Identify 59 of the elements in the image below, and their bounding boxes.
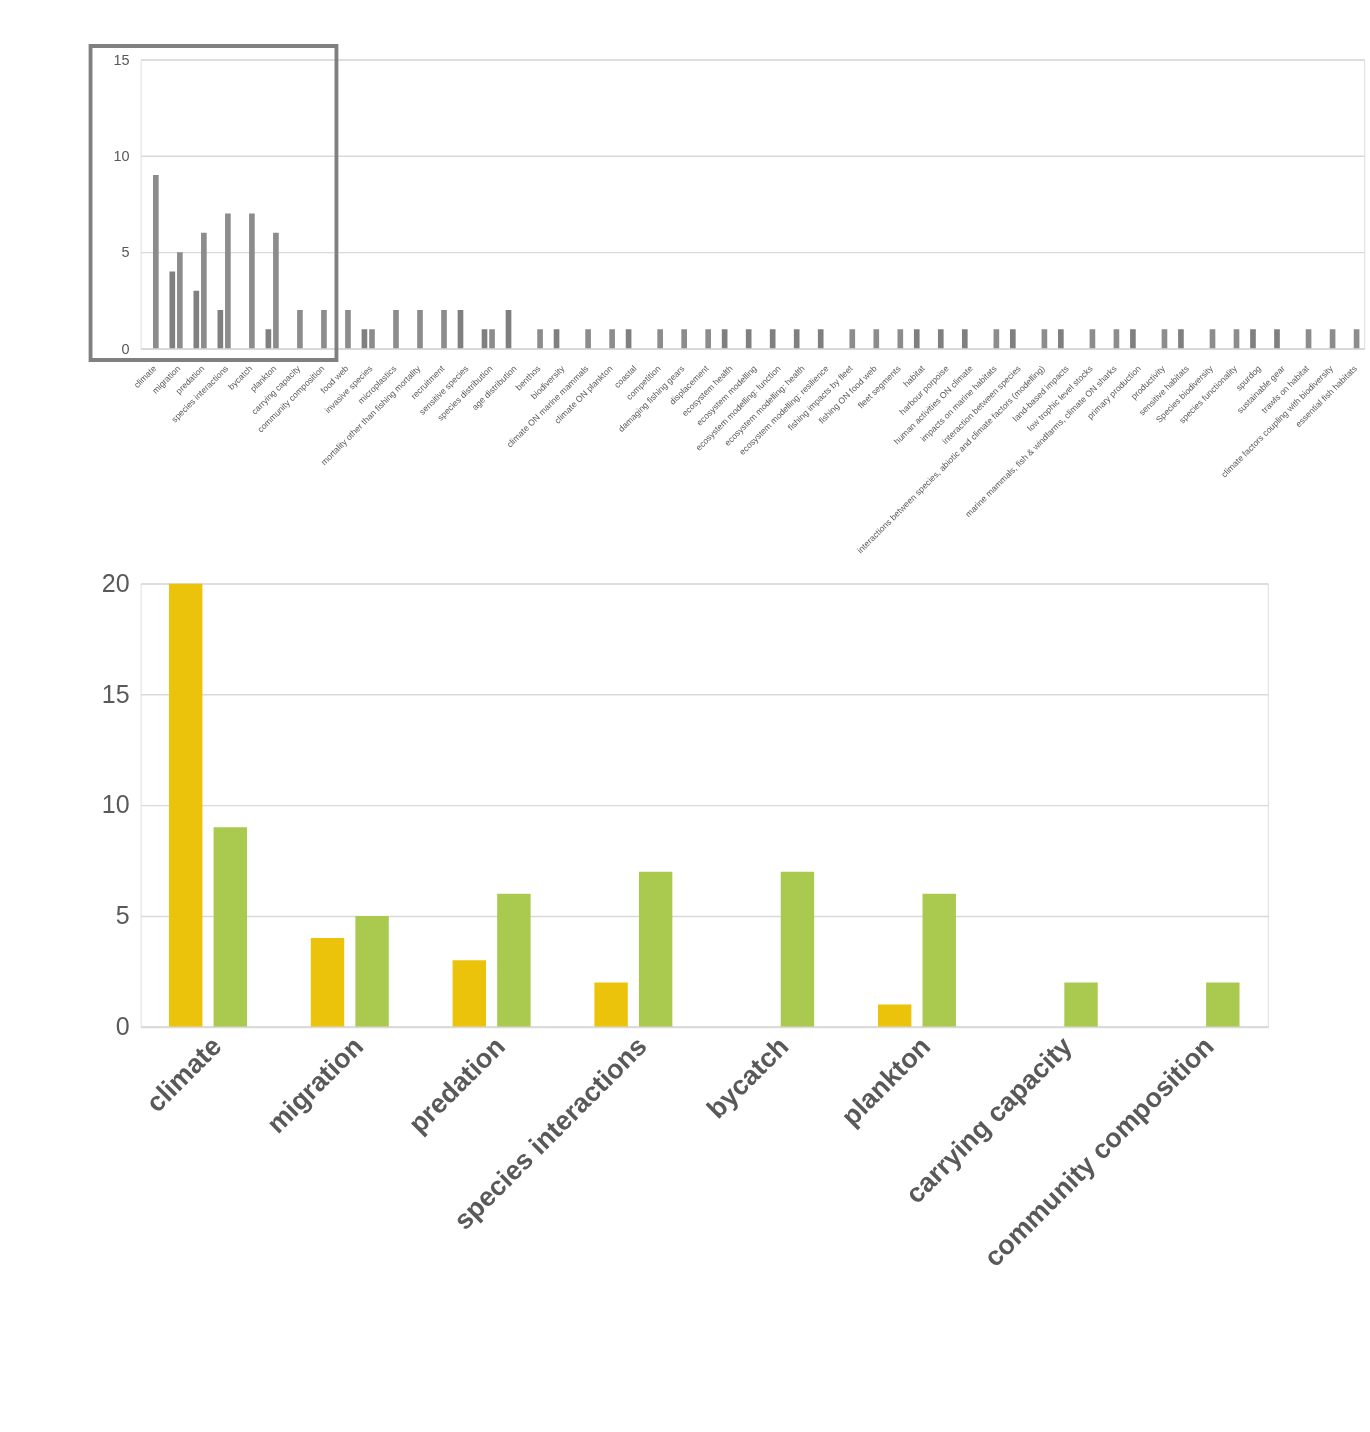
bar	[913, 329, 920, 349]
y-tick-label: 15	[101, 679, 130, 708]
bar	[225, 213, 231, 349]
bar	[213, 827, 247, 1027]
bar	[937, 329, 944, 349]
bar	[1250, 329, 1256, 349]
bar	[1058, 329, 1064, 349]
bar	[873, 329, 880, 349]
y-tick-label: 10	[101, 790, 130, 819]
bar	[249, 213, 255, 349]
bar	[681, 329, 687, 349]
bar	[817, 329, 824, 349]
bar	[849, 329, 856, 349]
bar	[417, 309, 423, 349]
bar	[369, 329, 375, 349]
bar	[273, 232, 279, 349]
bar	[1064, 982, 1098, 1027]
bar	[780, 871, 815, 1027]
bar	[961, 329, 968, 349]
bar	[769, 329, 776, 349]
bar	[922, 893, 956, 1027]
bar	[441, 309, 447, 349]
bar	[793, 329, 800, 349]
bar	[355, 915, 389, 1027]
bar	[1206, 982, 1240, 1027]
bar	[153, 175, 159, 349]
bar	[638, 871, 673, 1027]
bar	[1130, 329, 1136, 349]
bar	[877, 1004, 912, 1027]
y-tick-label: 0	[115, 1011, 130, 1040]
bar	[321, 309, 327, 349]
bar	[169, 583, 203, 1027]
bar	[169, 271, 176, 349]
y-tick-label: 15	[113, 51, 130, 68]
bar	[657, 329, 663, 349]
bar	[609, 329, 615, 349]
bar	[345, 309, 351, 349]
bar	[705, 329, 712, 349]
y-tick-label: 5	[121, 244, 130, 261]
y-tick-label: 20	[101, 568, 130, 597]
bar	[594, 982, 628, 1027]
y-tick-label: 5	[115, 901, 130, 930]
bar	[297, 309, 303, 349]
bar	[1178, 329, 1184, 349]
y-tick-label: 10	[113, 148, 130, 165]
bar	[393, 309, 399, 349]
bar	[1010, 329, 1016, 349]
bar	[177, 252, 183, 349]
bar	[585, 329, 591, 349]
bar	[452, 960, 487, 1027]
bar	[193, 290, 200, 349]
y-tick-label: 0	[121, 340, 130, 357]
bar	[310, 938, 345, 1027]
bar	[1274, 329, 1280, 349]
bar	[201, 232, 207, 349]
bar	[897, 329, 904, 349]
bar	[489, 329, 495, 349]
bar	[537, 329, 543, 349]
bar	[497, 893, 531, 1027]
